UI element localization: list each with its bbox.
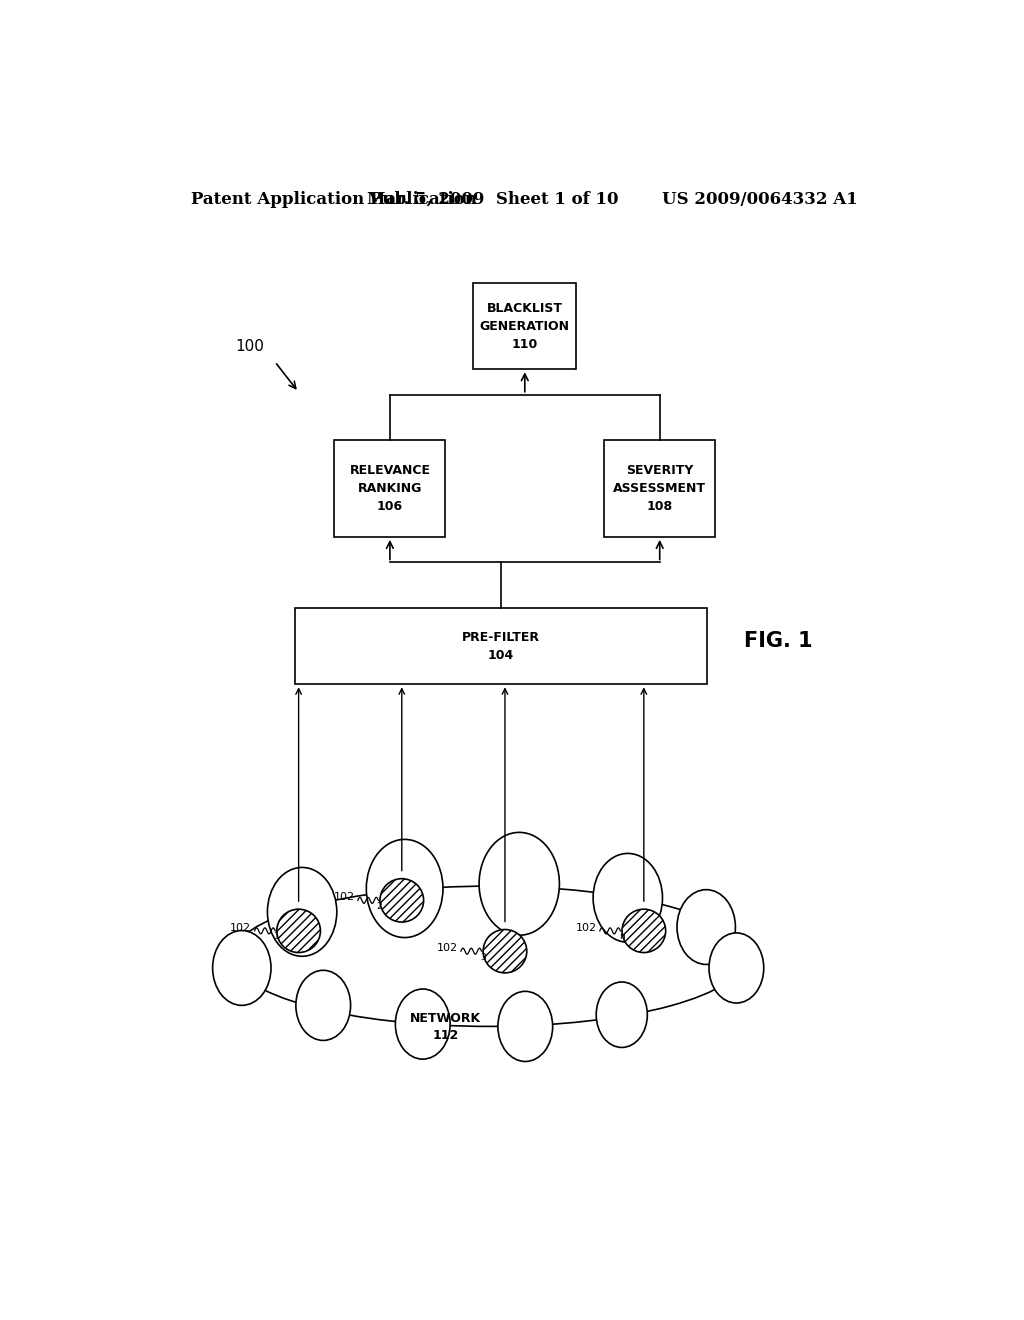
Circle shape <box>296 970 350 1040</box>
Text: NETWORK
112: NETWORK 112 <box>410 1012 481 1043</box>
Ellipse shape <box>380 879 424 923</box>
Ellipse shape <box>483 929 526 973</box>
Ellipse shape <box>232 886 745 1027</box>
Text: 102: 102 <box>230 923 252 933</box>
Circle shape <box>593 854 663 942</box>
Text: US 2009/0064332 A1: US 2009/0064332 A1 <box>663 190 858 207</box>
Circle shape <box>367 840 443 937</box>
Text: 102: 102 <box>575 923 597 933</box>
Circle shape <box>213 931 271 1006</box>
Text: n: n <box>618 932 625 941</box>
Text: PRE-FILTER
104: PRE-FILTER 104 <box>462 631 540 661</box>
Text: 2: 2 <box>377 902 382 911</box>
Text: 3: 3 <box>480 953 485 962</box>
Ellipse shape <box>622 909 666 953</box>
Text: 100: 100 <box>236 339 264 354</box>
Bar <box>295 609 708 684</box>
Text: BLACKLIST
GENERATION
110: BLACKLIST GENERATION 110 <box>480 301 569 351</box>
Text: 102: 102 <box>436 944 458 953</box>
Text: Mar. 5, 2009  Sheet 1 of 10: Mar. 5, 2009 Sheet 1 of 10 <box>368 190 618 207</box>
Circle shape <box>498 991 553 1061</box>
Ellipse shape <box>276 909 321 953</box>
Bar <box>334 441 445 537</box>
Circle shape <box>596 982 647 1048</box>
Circle shape <box>395 989 451 1059</box>
Circle shape <box>267 867 337 956</box>
Circle shape <box>677 890 735 965</box>
Circle shape <box>709 933 764 1003</box>
Text: RELEVANCE
RANKING
106: RELEVANCE RANKING 106 <box>349 465 430 513</box>
Text: Patent Application Publication: Patent Application Publication <box>191 190 477 207</box>
Text: 1: 1 <box>273 932 280 941</box>
Text: FIG. 1: FIG. 1 <box>744 631 813 651</box>
Bar <box>604 441 716 537</box>
Text: 102: 102 <box>334 892 354 903</box>
Bar <box>473 282 577 370</box>
Circle shape <box>479 833 559 936</box>
Text: SEVERITY
ASSESSMENT
108: SEVERITY ASSESSMENT 108 <box>613 465 707 513</box>
